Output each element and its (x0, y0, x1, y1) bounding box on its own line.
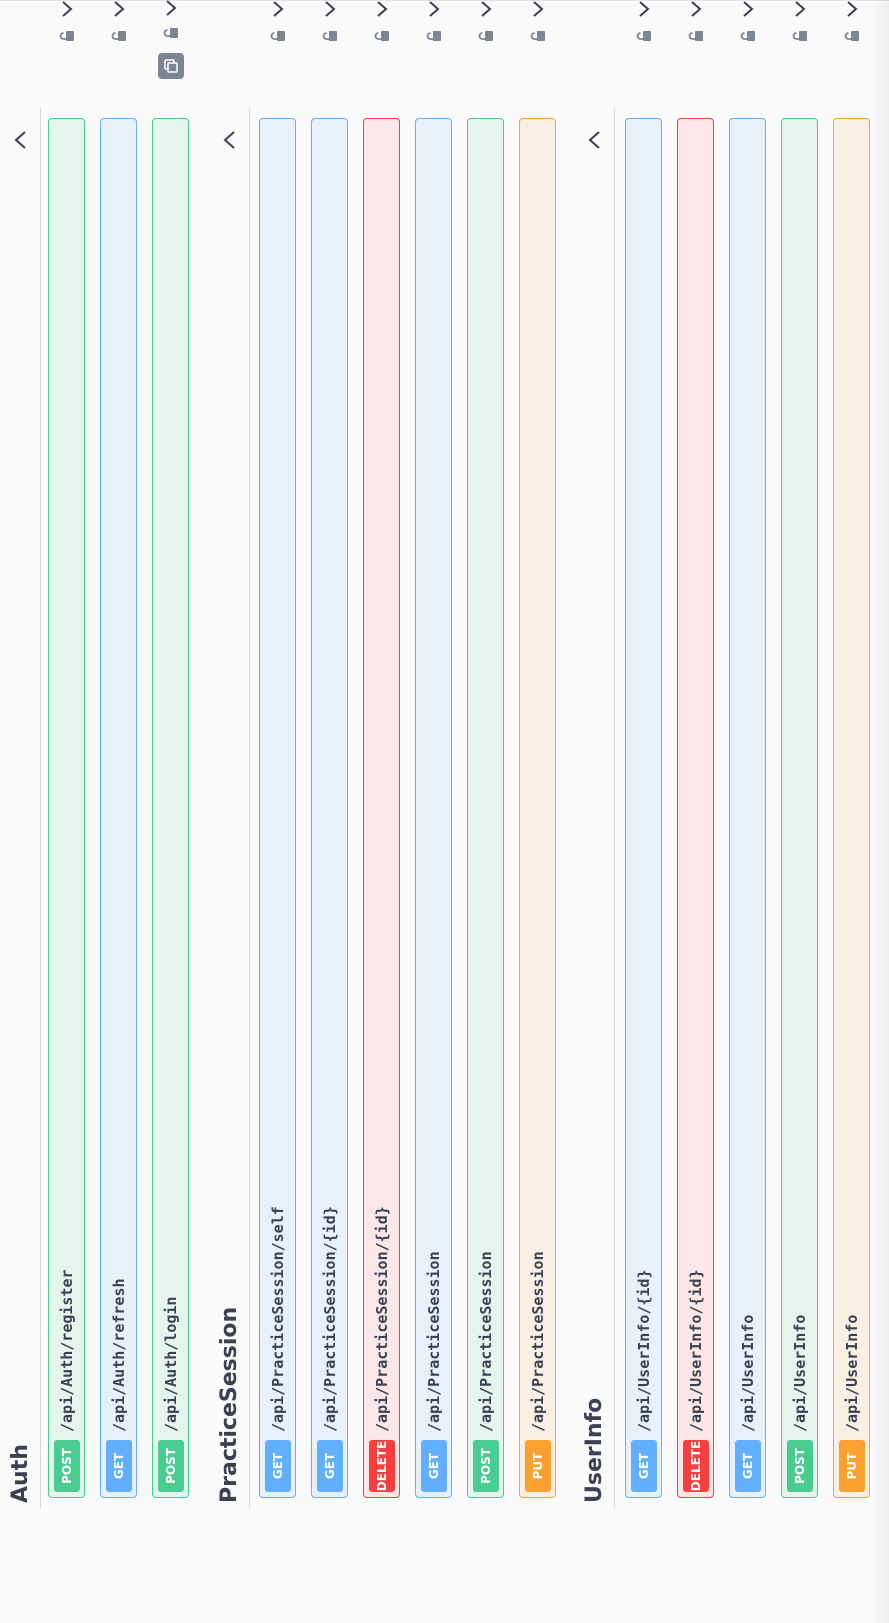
operation-row[interactable]: GET /api/UserInfo (729, 1, 766, 1498)
operation-row[interactable]: POST /api/Auth/login (152, 0, 189, 1498)
section-header-practice-session[interactable]: PracticeSession (209, 108, 250, 1508)
chevron-up-icon[interactable] (574, 120, 614, 160)
method-badge: DELETE (368, 1440, 395, 1492)
operation-row[interactable]: POST /api/Auth/register (48, 1, 85, 1498)
endpoint-path: /api/UserInfo/{id} (686, 1269, 705, 1432)
operation-row[interactable]: DELETE /api/PracticeSession/{id} (363, 1, 400, 1498)
operation-row[interactable]: GET /api/UserInfo/{id} (625, 1, 662, 1498)
endpoint-path: /api/PracticeSession (528, 1251, 547, 1432)
operation-row[interactable]: PUT /api/UserInfo (833, 1, 870, 1498)
lock-icon[interactable] (163, 25, 179, 41)
chevron-down-icon[interactable] (638, 0, 650, 18)
chevron-down-icon[interactable] (742, 0, 754, 18)
operation-row[interactable]: GET /api/PracticeSession/{id} (311, 1, 348, 1498)
method-badge: PUT (524, 1440, 551, 1492)
chevron-down-icon[interactable] (846, 0, 858, 18)
method-badge: GET (316, 1440, 343, 1492)
section-title: Auth (7, 1444, 33, 1503)
endpoint-path: /api/Auth/refresh (109, 1278, 128, 1432)
method-badge: GET (420, 1440, 447, 1492)
operation-row[interactable]: GET /api/PracticeSession/self (259, 1, 296, 1498)
chevron-down-icon[interactable] (324, 0, 336, 18)
lock-icon[interactable] (322, 28, 338, 44)
section-title: PracticeSession (216, 1306, 242, 1503)
copy-icon[interactable] (157, 53, 184, 79)
endpoint-path: /api/UserInfo/{id} (634, 1269, 653, 1432)
operation-row[interactable]: GET /api/Auth/refresh (100, 1, 137, 1498)
chevron-down-icon[interactable] (61, 0, 73, 18)
operation-row[interactable]: DELETE /api/UserInfo/{id} (677, 1, 714, 1498)
chevron-down-icon[interactable] (376, 0, 388, 18)
method-badge: DELETE (682, 1440, 709, 1492)
endpoint-path: /api/Auth/login (161, 1296, 180, 1432)
endpoint-path: /api/PracticeSession (424, 1251, 443, 1432)
endpoint-path: /api/Auth/register (57, 1269, 76, 1432)
chevron-up-icon[interactable] (209, 120, 249, 160)
section-title: UserInfo (581, 1397, 607, 1503)
chevron-down-icon[interactable] (690, 0, 702, 18)
lock-icon[interactable] (636, 28, 652, 44)
method-badge: PUT (838, 1440, 865, 1492)
method-badge: POST (157, 1440, 184, 1492)
chevron-down-icon[interactable] (113, 0, 125, 18)
lock-icon[interactable] (59, 28, 75, 44)
lock-icon[interactable] (792, 28, 808, 44)
lock-icon[interactable] (478, 28, 494, 44)
lock-icon[interactable] (270, 28, 286, 44)
operation-row[interactable]: GET /api/PracticeSession (415, 1, 452, 1498)
endpoint-path: /api/UserInfo (738, 1314, 757, 1432)
chevron-down-icon[interactable] (480, 0, 492, 18)
chevron-down-icon[interactable] (428, 0, 440, 18)
section-header-auth[interactable]: Auth (0, 108, 41, 1508)
operation-row[interactable]: PUT /api/PracticeSession (519, 1, 556, 1498)
chevron-down-icon[interactable] (272, 0, 284, 18)
operation-row[interactable]: POST /api/UserInfo (781, 1, 818, 1498)
endpoint-path: /api/PracticeSession (476, 1251, 495, 1432)
method-badge: POST (53, 1440, 80, 1492)
endpoint-path: /api/UserInfo (842, 1314, 861, 1432)
page-top-border (0, 0, 889, 1)
lock-icon[interactable] (374, 28, 390, 44)
lock-icon[interactable] (844, 28, 860, 44)
method-badge: GET (105, 1440, 132, 1492)
page-edge-shadow (872, 0, 889, 1623)
lock-icon[interactable] (111, 28, 127, 44)
chevron-down-icon[interactable] (165, 0, 177, 17)
lock-icon[interactable] (530, 28, 546, 44)
chevron-down-icon[interactable] (532, 0, 544, 18)
endpoint-path: /api/PracticeSession/{id} (320, 1206, 339, 1432)
lock-icon[interactable] (688, 28, 704, 44)
endpoint-path: /api/UserInfo (790, 1314, 809, 1432)
chevron-down-icon[interactable] (794, 0, 806, 18)
method-badge: POST (472, 1440, 499, 1492)
method-badge: GET (264, 1440, 291, 1492)
endpoint-path: /api/PracticeSession/self (268, 1206, 287, 1432)
method-badge: POST (786, 1440, 813, 1492)
operation-row[interactable]: POST /api/PracticeSession (467, 1, 504, 1498)
lock-icon[interactable] (426, 28, 442, 44)
endpoint-path: /api/PracticeSession/{id} (372, 1206, 391, 1432)
method-badge: GET (734, 1440, 761, 1492)
section-header-user-info[interactable]: UserInfo (574, 108, 615, 1508)
chevron-up-icon[interactable] (0, 120, 40, 160)
method-badge: GET (630, 1440, 657, 1492)
lock-icon[interactable] (740, 28, 756, 44)
